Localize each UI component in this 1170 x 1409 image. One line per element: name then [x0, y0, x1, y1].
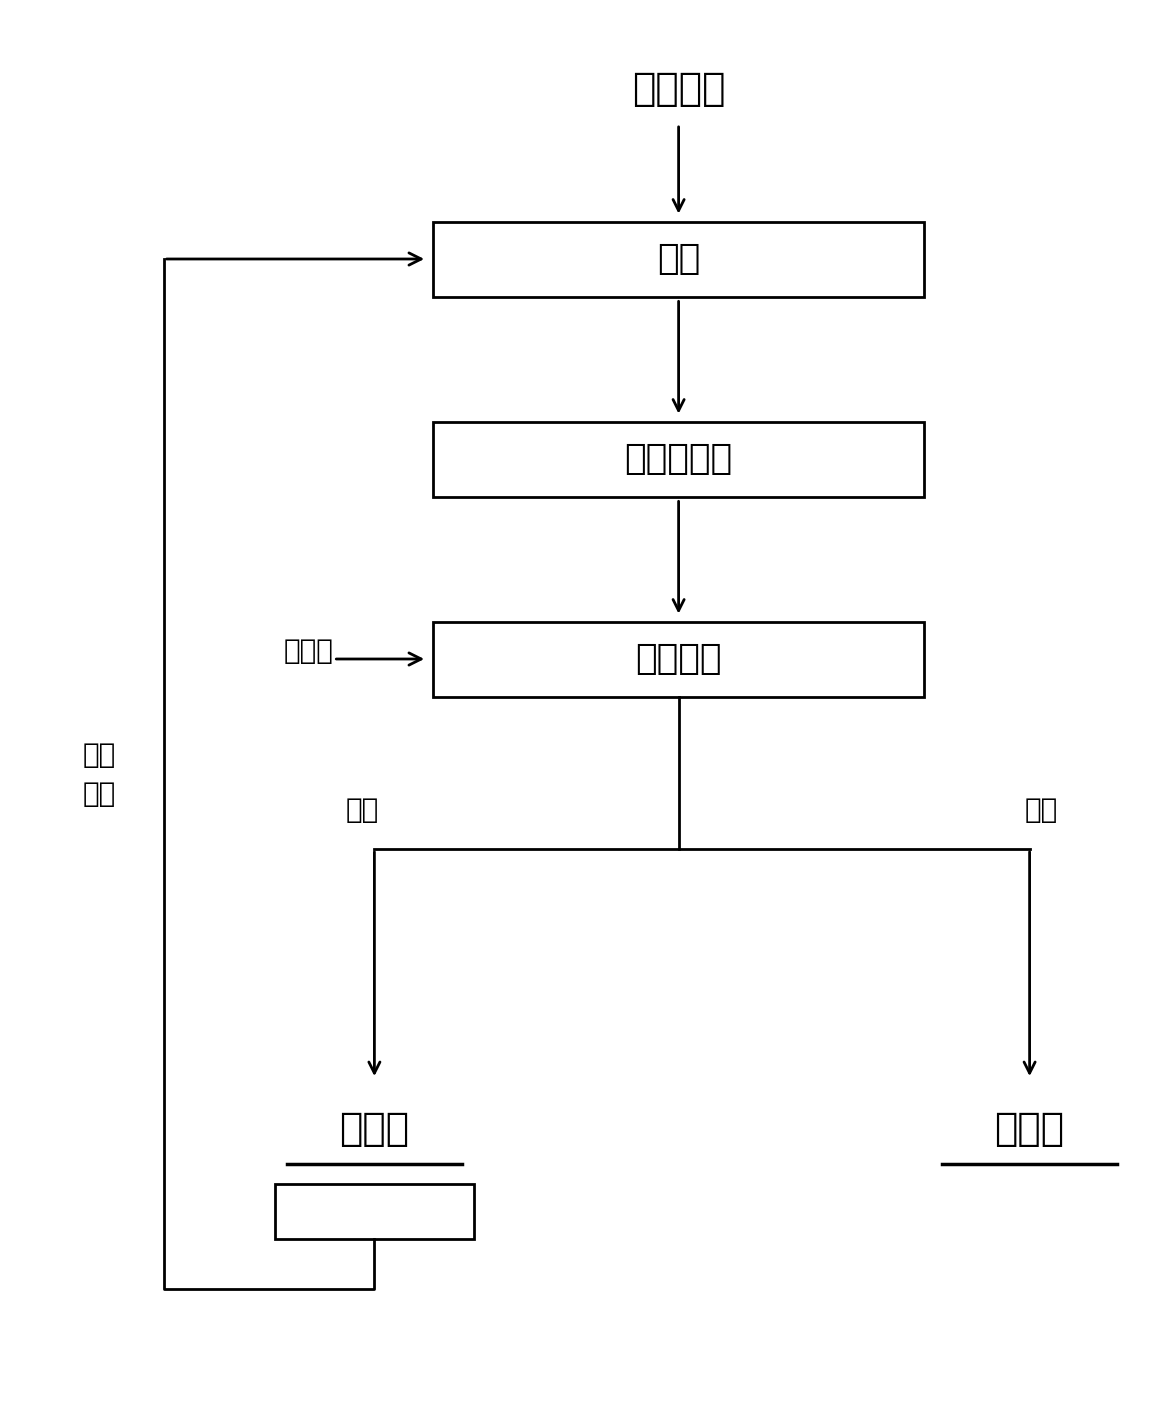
Bar	[433, 421, 924, 496]
Bar	[433, 621, 924, 696]
Text: 酸浸渣: 酸浸渣	[994, 1110, 1065, 1148]
Text: 石煤钒矿: 石煤钒矿	[632, 70, 725, 108]
Text: 酸浸液: 酸浸液	[339, 1110, 409, 1148]
Text: 酸浸提钒: 酸浸提钒	[635, 643, 722, 676]
Bar	[433, 221, 924, 296]
Text: 混料: 混料	[658, 242, 700, 276]
Text: 添加剂: 添加剂	[283, 637, 333, 665]
Text: 固相: 固相	[1025, 796, 1058, 824]
Text: 液相: 液相	[346, 796, 379, 824]
Text: 部分
回用: 部分 回用	[83, 741, 116, 807]
Text: 微波预处理: 微波预处理	[625, 442, 732, 476]
Bar	[275, 1184, 474, 1239]
